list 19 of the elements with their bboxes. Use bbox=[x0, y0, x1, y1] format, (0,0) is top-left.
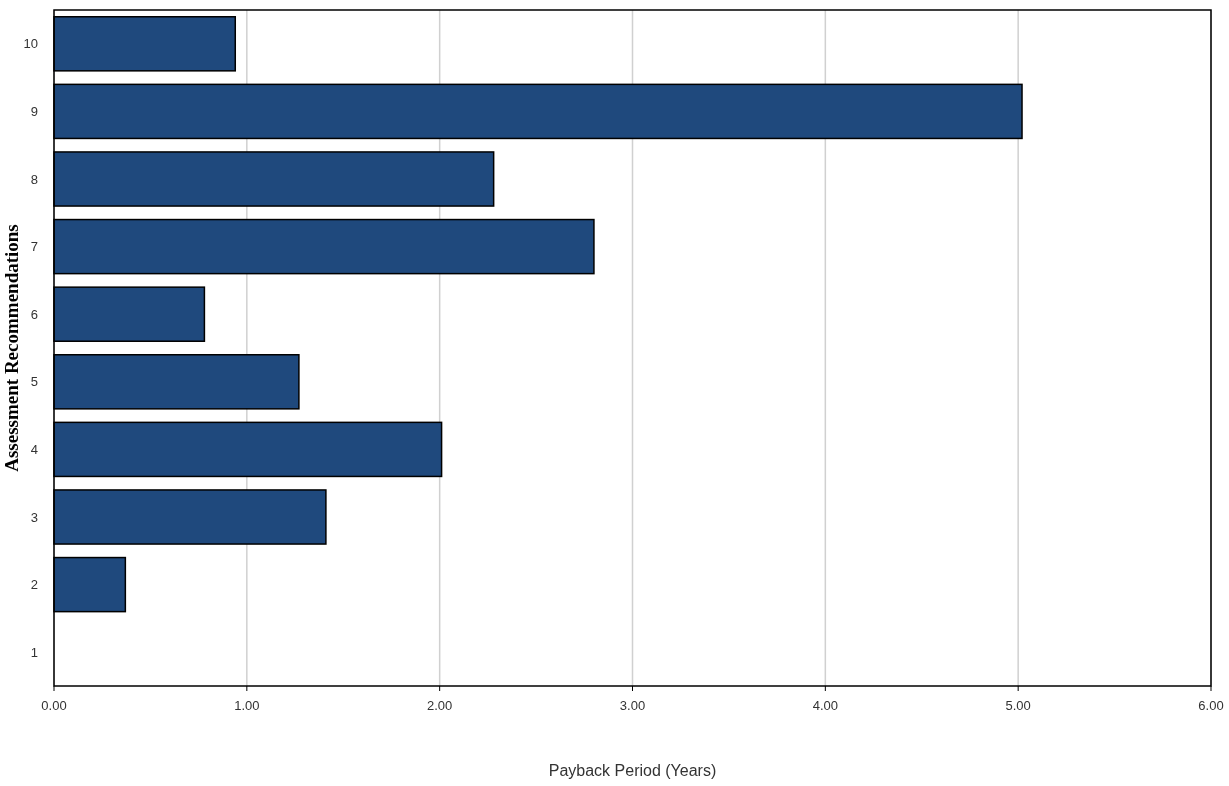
y-tick-label: 2 bbox=[30, 577, 38, 593]
y-tick-label: 1 bbox=[30, 644, 38, 660]
y-tick-label: 6 bbox=[30, 306, 38, 322]
x-axis-title: Payback Period (Years) bbox=[548, 762, 717, 779]
y-tick-label: 5 bbox=[30, 374, 38, 390]
y-tick-label: 7 bbox=[30, 239, 38, 255]
x-tick-label: 2.00 bbox=[427, 698, 453, 713]
y-axis-title: Assessment Recommendations bbox=[1, 224, 22, 472]
y-tick-label: 3 bbox=[30, 509, 38, 525]
x-tick-label: 1.00 bbox=[234, 698, 260, 713]
y-tick-label: 10 bbox=[23, 36, 38, 52]
y-tick-label: 4 bbox=[30, 441, 38, 457]
x-tick-label: 3.00 bbox=[619, 698, 646, 713]
x-tick-label: 0.00 bbox=[41, 698, 67, 713]
x-tick-label: 5.00 bbox=[1005, 698, 1031, 713]
y-tick-label: 9 bbox=[30, 103, 38, 119]
x-tick-label: 6.00 bbox=[1198, 698, 1224, 713]
x-tick-label: 4.00 bbox=[812, 698, 838, 713]
y-tick-label: 8 bbox=[30, 171, 38, 187]
